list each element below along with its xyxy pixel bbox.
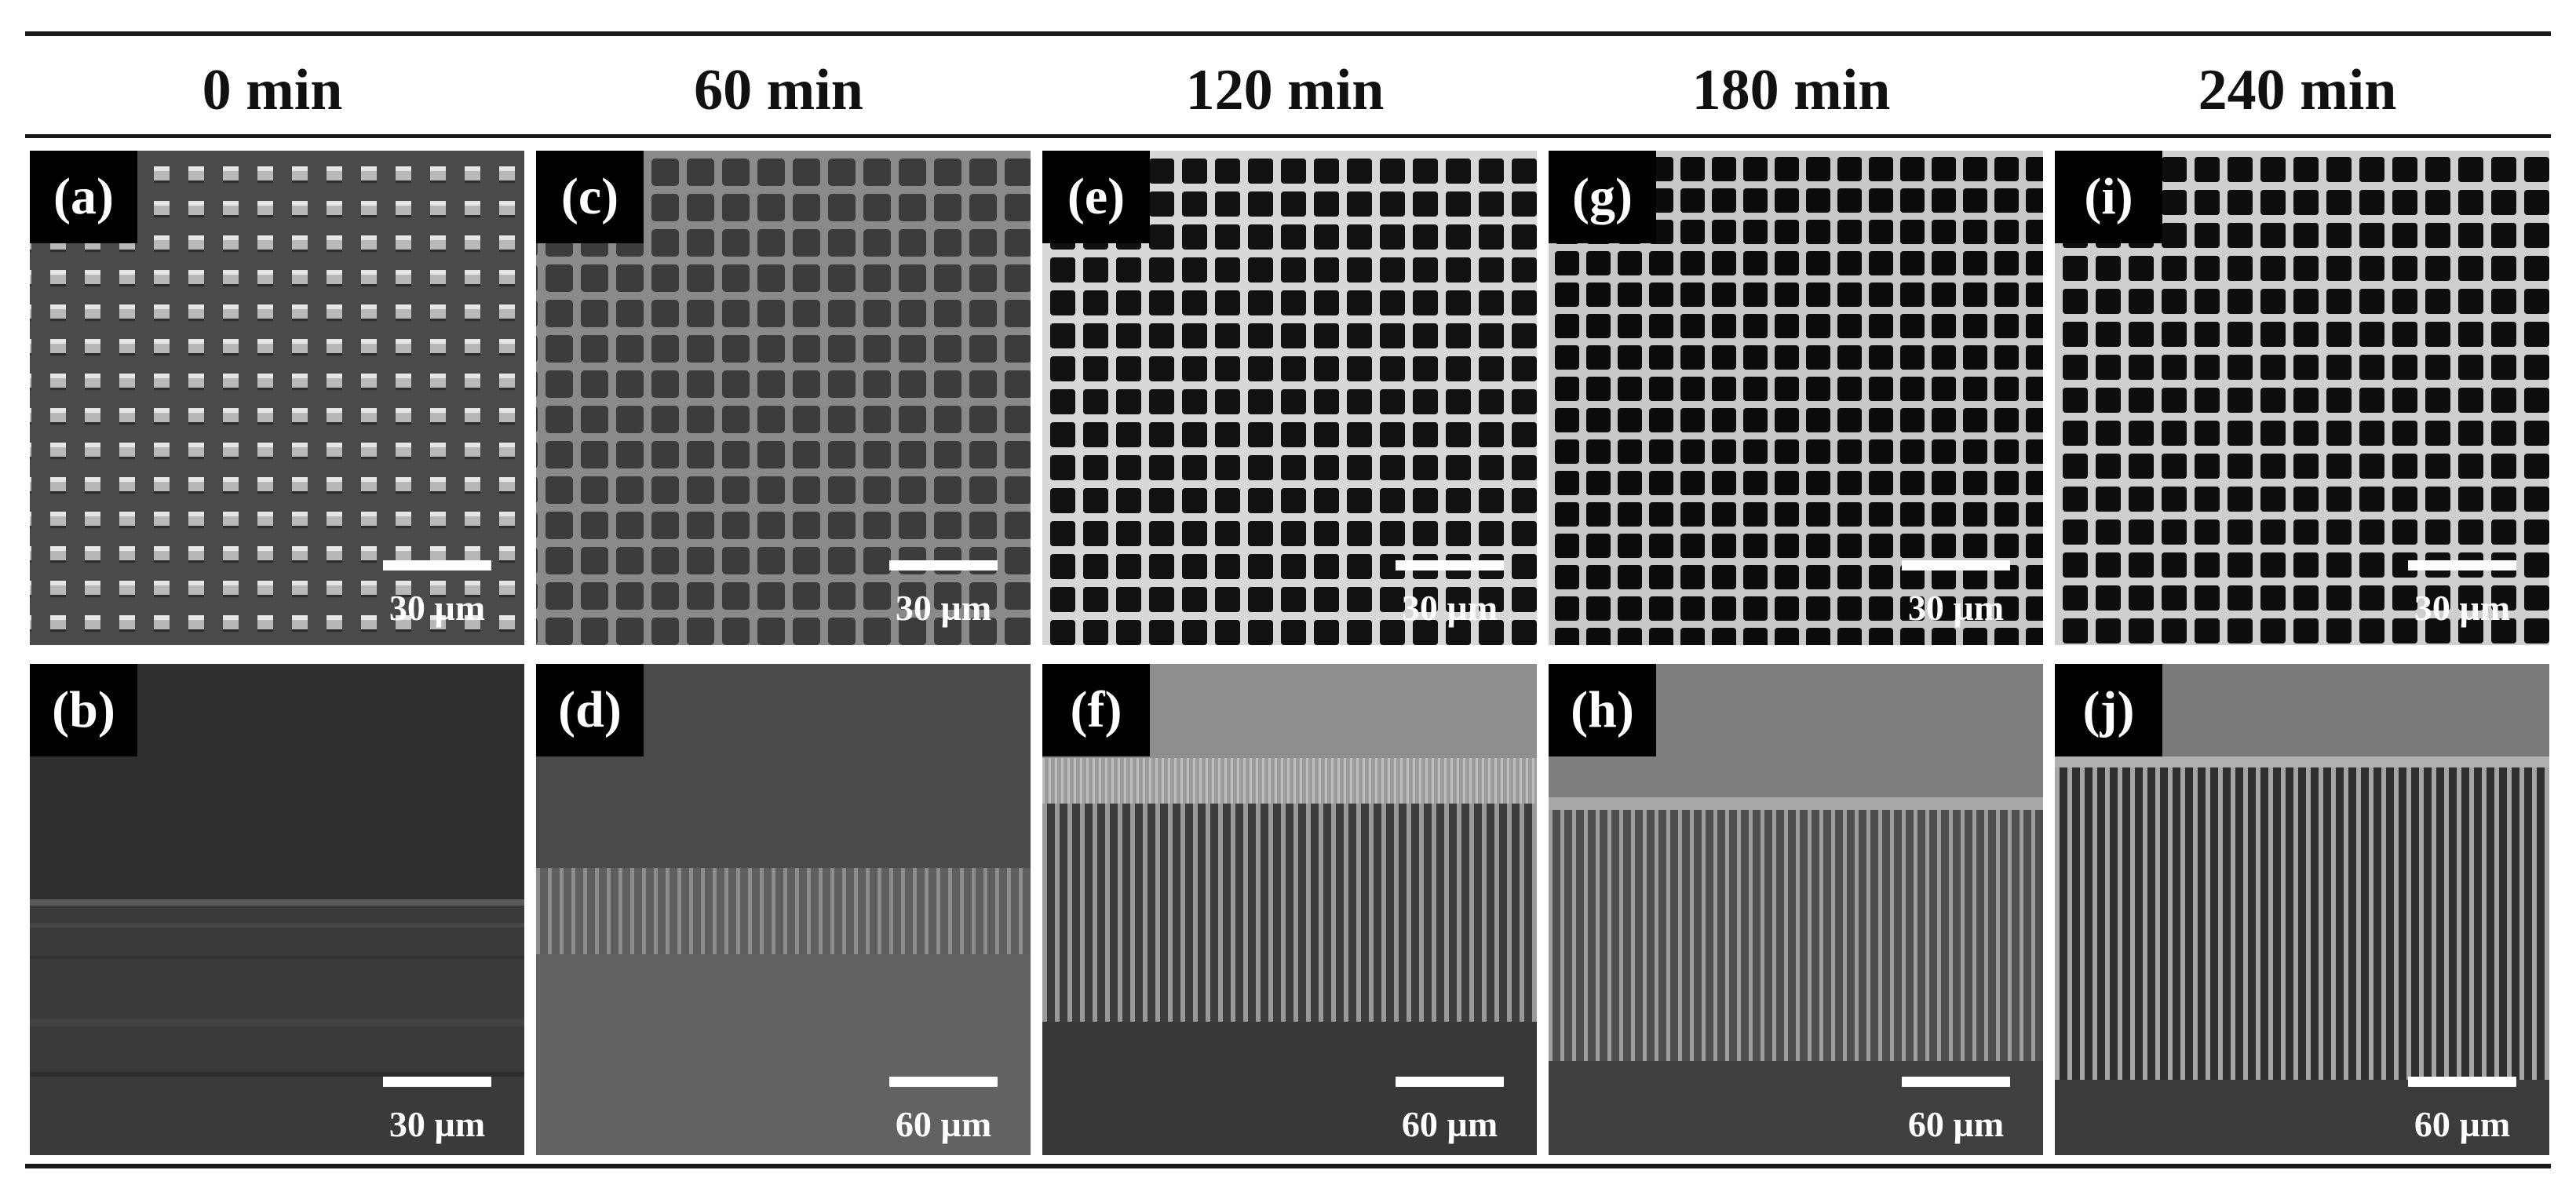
column-title-0min: 0 min <box>202 57 343 122</box>
column-header-row: 0 min 60 min 120 min 180 min 240 min <box>25 47 2551 133</box>
panel-label-a: (a) <box>30 151 137 243</box>
scale-bar-label: 30 µm <box>1401 588 1498 628</box>
scale-bar <box>383 560 491 571</box>
scale-bar <box>2408 560 2516 571</box>
top-rule <box>25 31 2551 36</box>
panel-label-h: (h) <box>1549 664 1656 756</box>
panel-label-c: (c) <box>536 151 644 243</box>
panel-j-cross-section: (j) 60 µm <box>2055 664 2549 1155</box>
column-title-240min: 240 min <box>2198 57 2397 122</box>
panel-i-top-view: (i) 30 µm <box>2055 151 2549 645</box>
scale-bar-label: 60 µm <box>1401 1104 1498 1144</box>
sem-image-cross-section <box>2055 664 2549 1155</box>
panel-label-j: (j) <box>2055 664 2162 756</box>
scale-bar <box>1902 560 2010 571</box>
scale-bar-label: 60 µm <box>1907 1104 2005 1144</box>
column-title-180min: 180 min <box>1691 57 1891 122</box>
scale-bar-label: 30 µm <box>1907 588 2005 628</box>
column-title-120min: 120 min <box>1185 57 1385 122</box>
panel-d-cross-section: (d) 60 µm <box>536 664 1031 1155</box>
sem-image-cross-section <box>1549 664 2043 1155</box>
panel-label-f: (f) <box>1042 664 1150 756</box>
panel-h-cross-section: (h) 60 µm <box>1549 664 2043 1155</box>
panel-b-cross-section: (b) 30 µm <box>30 664 524 1155</box>
scale-bar <box>889 560 998 571</box>
scale-bar-label: 60 µm <box>895 1104 992 1144</box>
scale-bar <box>889 1077 998 1087</box>
panel-label-d: (d) <box>536 664 644 756</box>
scale-bar-label: 30 µm <box>389 1104 486 1144</box>
scale-bar <box>1396 560 1504 571</box>
scale-bar <box>1396 1077 1504 1087</box>
bottom-rule <box>25 1164 2551 1168</box>
panel-a-top-view: (a) 30 µm <box>30 151 524 645</box>
panel-f-cross-section: (f) 60 µm <box>1042 664 1537 1155</box>
scale-bar <box>383 1077 491 1087</box>
scale-bar-label: 60 µm <box>2414 1104 2511 1144</box>
header-rule <box>25 134 2551 138</box>
panel-c-top-view: (c) 30 µm <box>536 151 1031 645</box>
column-title-60min: 60 min <box>694 57 863 122</box>
scale-bar-label: 30 µm <box>2414 588 2511 628</box>
panel-label-b: (b) <box>30 664 137 756</box>
panel-label-g: (g) <box>1549 151 1656 243</box>
panel-label-e: (e) <box>1042 151 1150 243</box>
scale-bar-label: 30 µm <box>389 588 486 628</box>
scale-bar <box>1902 1077 2010 1087</box>
panel-g-top-view: (g) 30 µm <box>1549 151 2043 645</box>
scale-bar-label: 30 µm <box>895 588 992 628</box>
scale-bar <box>2408 1077 2516 1087</box>
panel-e-top-view: (e) 30 µm <box>1042 151 1537 645</box>
panel-label-i: (i) <box>2055 151 2162 243</box>
